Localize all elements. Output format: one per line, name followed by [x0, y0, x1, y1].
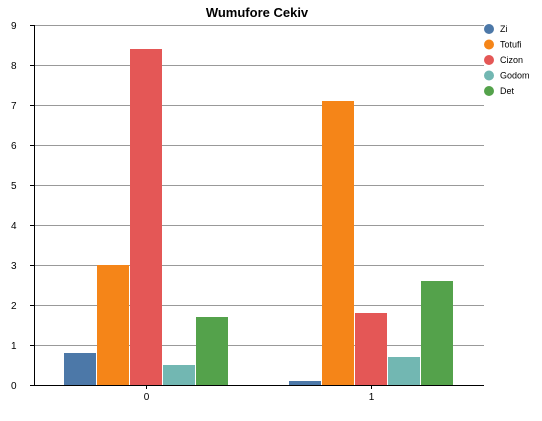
bar-zi-1: [289, 381, 321, 385]
y-tick-label-9: 9: [11, 21, 17, 32]
y-tick-label-8: 8: [11, 61, 17, 72]
y-tick-label-7: 7: [11, 101, 17, 112]
bar-det-0: [196, 317, 228, 385]
legend-label-det: Det: [500, 86, 515, 96]
bar-totufi-1: [322, 101, 354, 385]
y-tick-label-5: 5: [11, 181, 17, 192]
legend-label-godom: Godom: [500, 71, 530, 81]
bar-cizon-0: [130, 49, 162, 385]
y-tick-label-1: 1: [11, 341, 17, 352]
legend-swatch-totufi: [484, 39, 494, 50]
y-axis-ticks: 0 1 2 3 4 5 6 7 8 9: [11, 21, 35, 392]
y-tick-label-4: 4: [11, 221, 17, 232]
bar-det-1: [421, 281, 453, 385]
bar-godom-0: [163, 365, 195, 385]
bar-godom-1: [388, 357, 420, 385]
bar-zi-0: [64, 353, 96, 385]
y-tick-label-3: 3: [11, 261, 17, 272]
bars: [64, 49, 453, 385]
legend-label-totufi: Totufi: [500, 40, 522, 50]
y-tick-label-6: 6: [11, 141, 17, 152]
legend-label-cizon: Cizon: [500, 55, 523, 65]
x-tick-label-0: 0: [144, 392, 150, 403]
legend-swatch-cizon: [484, 55, 494, 65]
bar-totufi-0: [97, 265, 129, 385]
legend-swatch-zi: [484, 24, 494, 34]
legend-label-zi: Zi: [500, 24, 508, 34]
chart-title: Wumufore Cekiv: [206, 5, 309, 20]
x-tick-label-1: 1: [369, 392, 375, 403]
y-tick-label-2: 2: [11, 301, 17, 312]
legend: Zi Totufi Cizon Godom Det: [484, 24, 530, 96]
legend-swatch-godom: [484, 70, 494, 81]
legend-swatch-det: [484, 86, 494, 96]
bar-cizon-1: [355, 313, 387, 385]
y-tick-label-0: 0: [11, 381, 17, 392]
